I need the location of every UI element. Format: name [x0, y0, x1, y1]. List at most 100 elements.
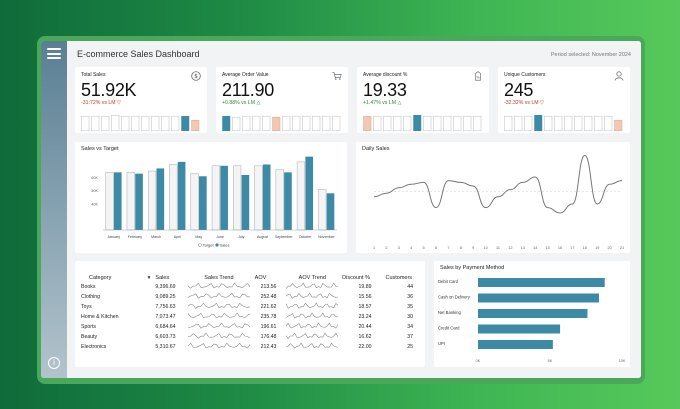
kpi-mini-bar	[292, 115, 301, 131]
kpi-label: Average discount %	[363, 72, 408, 78]
cell-discount: 20.44	[358, 324, 372, 330]
svg-text:$: $	[194, 73, 198, 80]
sales-bar	[305, 156, 314, 230]
kpi-mini-bar	[81, 115, 90, 131]
cell-discount: 15.56	[358, 294, 372, 300]
sparkline	[187, 292, 250, 299]
x-tick-label: August	[257, 235, 268, 239]
table-row[interactable]: Electronics 5,310.67 212.43 22.00 25	[79, 342, 425, 352]
kpi-mini-bar	[171, 115, 180, 131]
sparkline-path	[187, 322, 251, 329]
cell-customers: 36	[407, 294, 413, 300]
x-tick-label: January	[107, 235, 120, 239]
cell-category: Beauty	[81, 334, 98, 340]
category-table-card: Category ▾ Sales Sales Trend AOV AOV Tre…	[75, 261, 425, 367]
kpi-mini-chart	[222, 115, 341, 131]
sparkline-path	[187, 332, 250, 339]
menu-icon[interactable]	[47, 48, 61, 59]
sparkline-path	[286, 322, 339, 329]
payment-bar	[478, 293, 599, 303]
x-tick-label: 19	[595, 246, 599, 250]
cell-aov: 252.48	[260, 294, 277, 300]
kpi-mini-bar	[191, 119, 200, 131]
target-bar	[105, 172, 114, 231]
sparkline	[286, 312, 339, 319]
cell-discount: 22.00	[358, 344, 372, 350]
table-row[interactable]: Clothing 9,089.25 252.48 15.56 36	[79, 292, 425, 302]
sparkline	[286, 302, 339, 309]
kpi-mini-bar	[413, 114, 422, 131]
cell-spacer	[148, 312, 156, 322]
x-tick-label: 4	[410, 246, 412, 250]
info-icon[interactable]: i	[48, 357, 60, 369]
table-row[interactable]: Home & Kitchen 7,073.47 235.78 23.24 30	[79, 312, 425, 322]
header-discount[interactable]: Discount %	[342, 274, 370, 281]
sparkline	[286, 332, 339, 339]
svg-text:%: %	[476, 76, 480, 80]
cell-sales-trend	[183, 342, 255, 352]
kpi-label: Average Order Value	[222, 72, 269, 78]
kpi-mini-bar	[161, 115, 170, 131]
header-sales[interactable]: Sales	[155, 274, 170, 281]
x-tick-label: 16	[558, 246, 562, 250]
table-row[interactable]: Toys 7,756.63 221.62 18.57 35	[79, 302, 425, 312]
payment-bar	[478, 340, 553, 349]
kpi-card-average-order-value: Average Order Value 211.90 +0.88% vs LM …	[216, 67, 348, 133]
table-row[interactable]: Beauty 6,603.73 176.48 16.62 37	[79, 332, 425, 342]
cell-aov: 196.61	[260, 324, 277, 330]
kpi-mini-bar	[554, 115, 563, 131]
cell-aov: 221.62	[260, 304, 277, 310]
sales-bar	[220, 165, 228, 230]
cell-category: Books	[81, 284, 96, 290]
header-customers[interactable]: Customers	[385, 274, 413, 281]
category-label: Cash on Delivery	[438, 295, 471, 300]
legend-sales-marker	[215, 243, 219, 247]
kpi-label: Total Sales	[81, 72, 106, 78]
kpi-mini-chart	[363, 114, 482, 131]
tag-icon: %	[475, 71, 481, 81]
sparkline-path	[286, 312, 339, 319]
kpi-value: 245	[504, 80, 534, 100]
kpi-mini-bar	[564, 115, 573, 131]
sidebar: i	[41, 41, 67, 378]
sparkline	[286, 342, 339, 349]
x-tick-label: 15	[545, 246, 549, 250]
kpi-mini-bar	[91, 115, 100, 131]
header-aov-trend[interactable]: AOV Trend	[298, 274, 326, 281]
cell-sales: 6,684.64	[155, 324, 176, 330]
kpi-change: -32.32% vs LM ▽	[504, 100, 545, 106]
kpi-mini-bar	[383, 115, 392, 131]
x-tick-label: April	[174, 235, 181, 239]
kpi-label: Unique Customers	[504, 72, 546, 78]
sparkline	[187, 302, 250, 309]
kpi-mini-bar	[443, 115, 452, 131]
cell-spacer	[148, 322, 156, 332]
sort-desc-icon[interactable]: ▾	[147, 274, 151, 281]
sales-bar	[326, 193, 335, 230]
legend-target-marker	[198, 243, 202, 247]
x-tick-label: 20	[607, 246, 611, 250]
category-label: Debit Card	[438, 279, 459, 284]
x-tick-label: October	[299, 235, 313, 239]
kpi-mini-bar	[453, 115, 462, 131]
kpi-mini-bar	[151, 115, 160, 131]
cell-customers: 37	[407, 334, 413, 340]
table-row[interactable]: Books 9,396.69 213.56 19.89 44	[79, 282, 425, 292]
kpi-mini-bar	[222, 115, 231, 131]
sparkline	[187, 312, 251, 319]
cell-sales: 7,073.47	[155, 314, 176, 320]
header-category[interactable]: Category	[89, 274, 112, 281]
x-tick-label: 12	[508, 246, 512, 250]
y-tick-label: 60K	[91, 176, 98, 180]
header-aov[interactable]: AOV	[254, 274, 267, 281]
x-tick-label: 0K	[476, 359, 481, 363]
sales-vs-target-chart: 40K 50K 60K January February March April May Jun…	[91, 156, 337, 248]
kpi-mini-bar	[141, 115, 150, 131]
header-sales-trend[interactable]: Sales Trend	[204, 274, 234, 281]
target-bar	[254, 165, 263, 231]
cell-spacer	[148, 302, 156, 312]
sparkline-path	[187, 342, 251, 349]
cell-sales-trend	[183, 292, 255, 302]
y-tick-label: 50K	[91, 189, 98, 193]
table-row[interactable]: Sports 6,684.64 196.61 20.44 34	[79, 322, 425, 332]
